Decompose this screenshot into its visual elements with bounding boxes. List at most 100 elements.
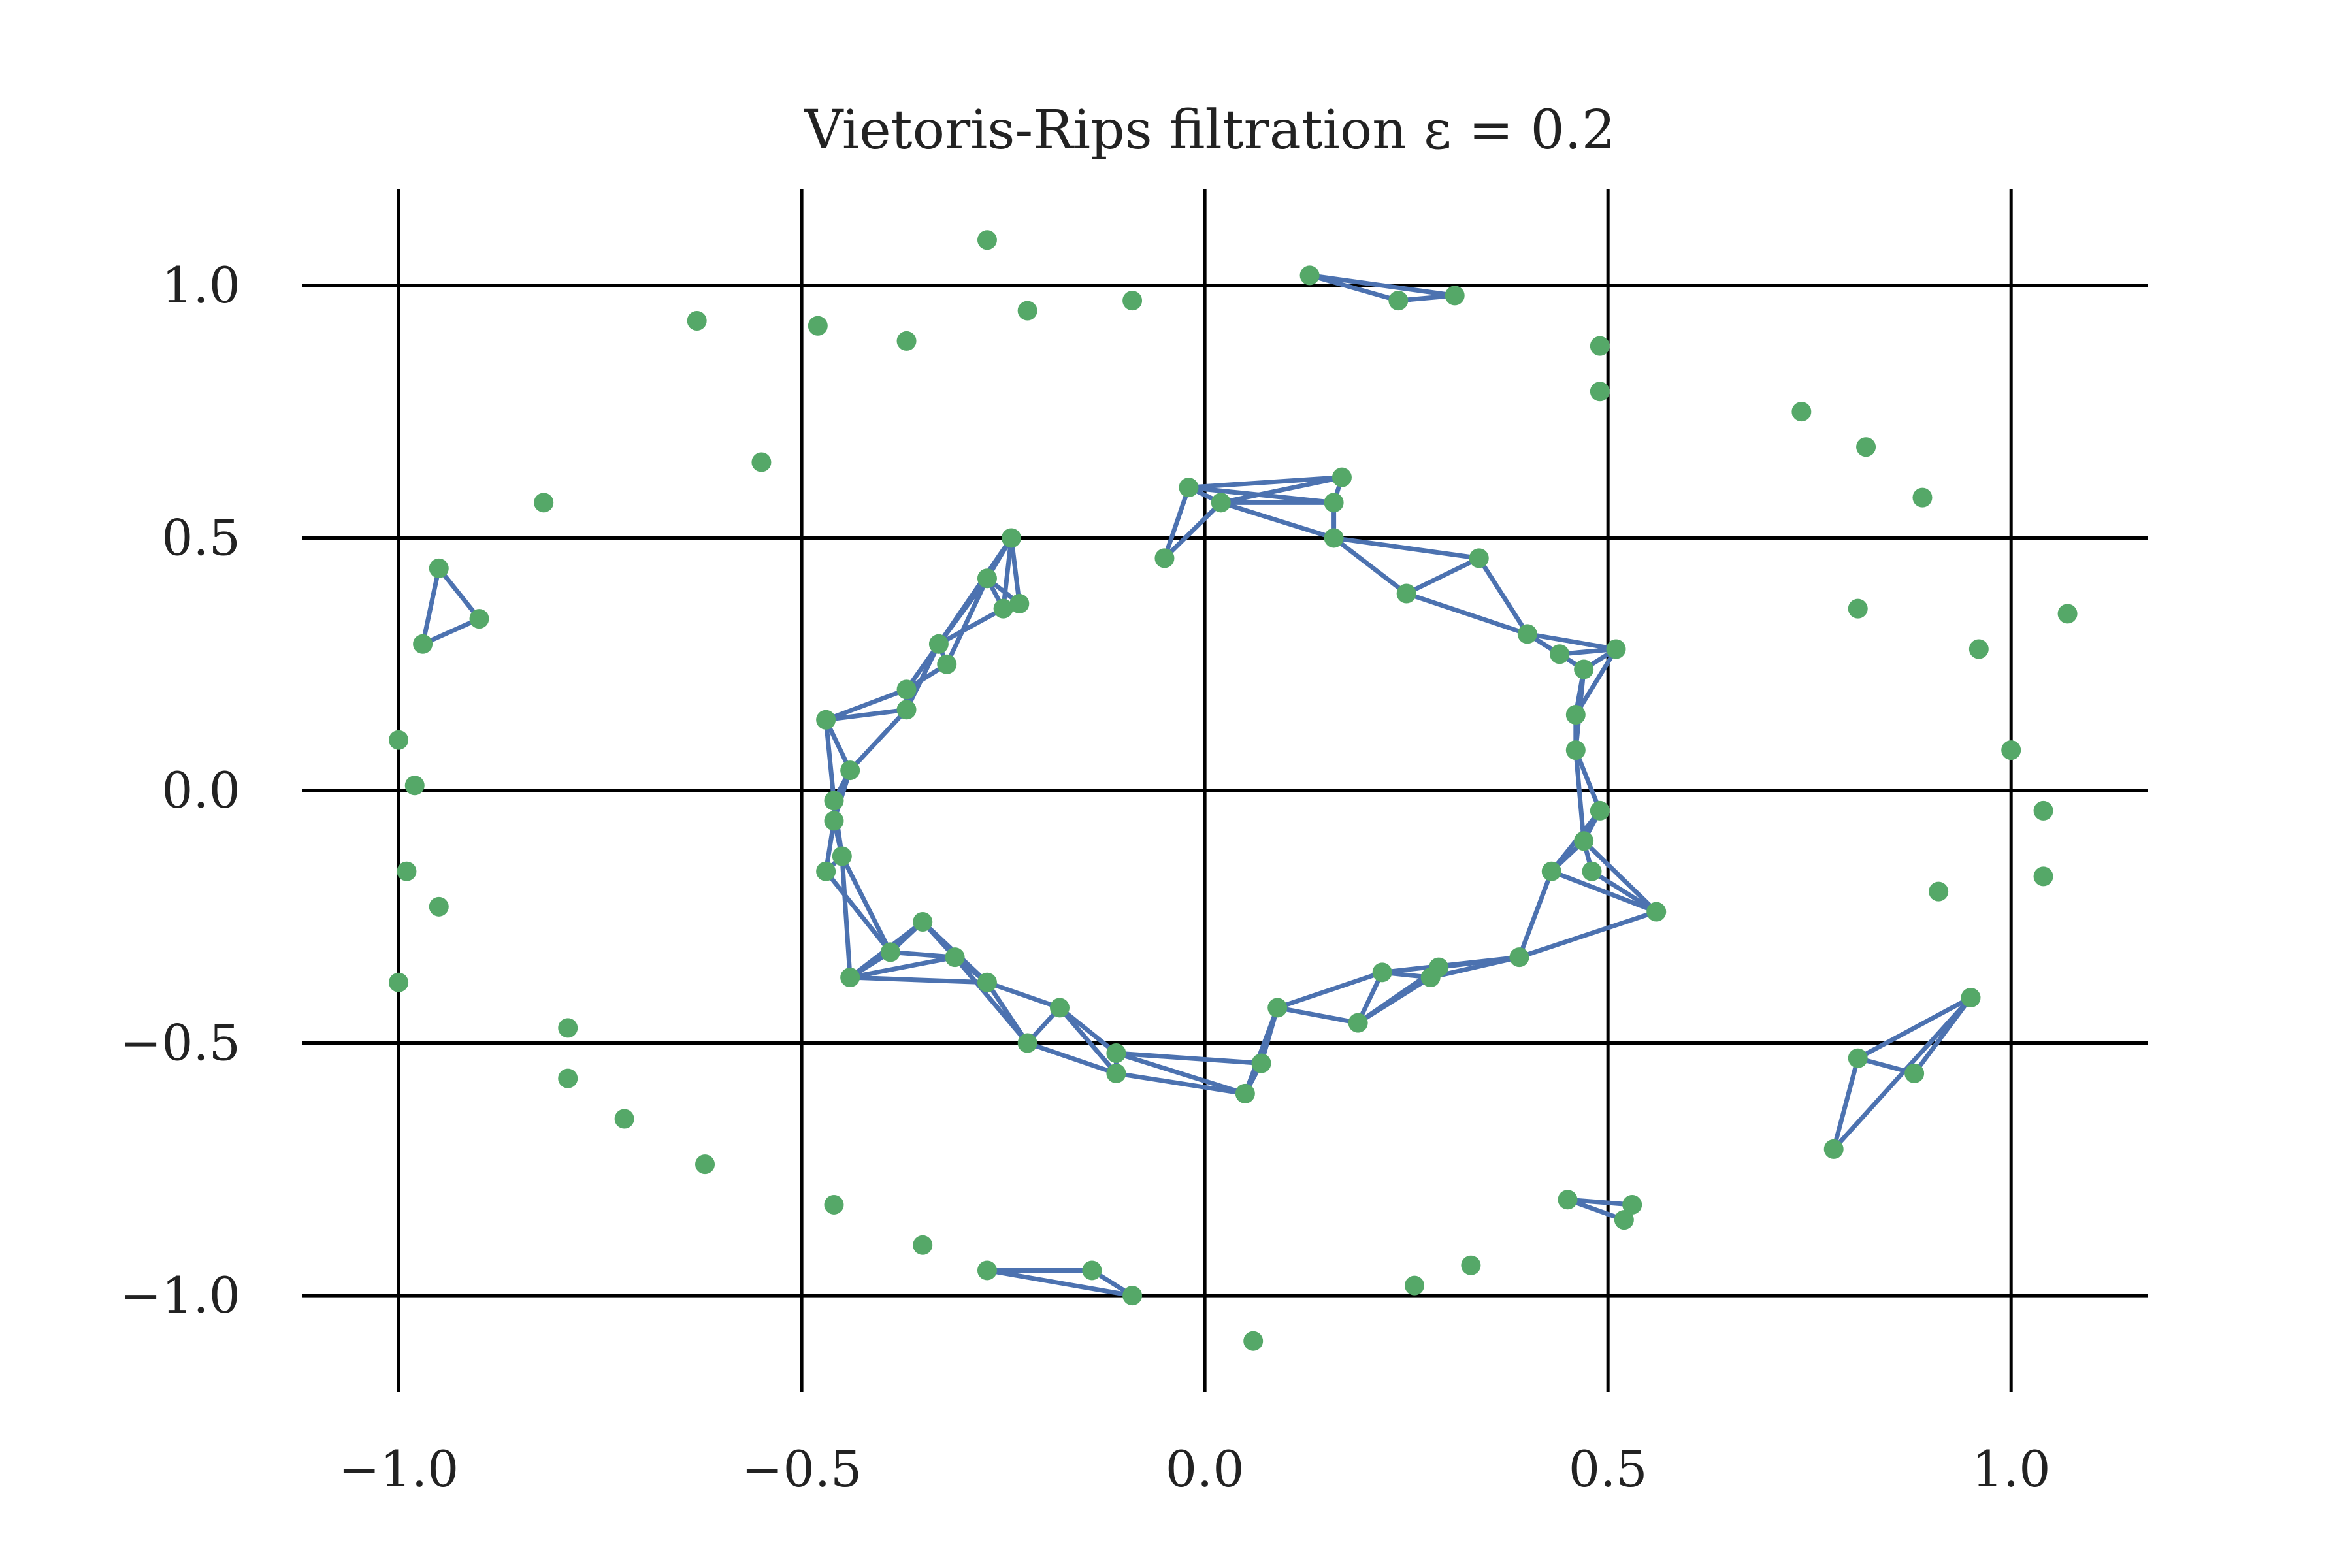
data-point [1299,265,1320,286]
data-point [695,1154,715,1175]
edge [1549,869,1659,915]
edge [1331,535,1482,561]
data-point [389,972,409,992]
data-point [1017,301,1037,321]
data-point [896,700,917,720]
points [389,230,2078,1351]
data-point [1517,624,1537,644]
data-point [1622,1194,1642,1215]
data-point [1420,968,1441,988]
data-point [928,634,949,654]
edge [1025,1041,1119,1076]
data-point [1106,1063,1126,1083]
data-point [1461,1255,1481,1275]
data-point [558,1068,578,1088]
edge [1307,272,1458,298]
edge [840,854,893,955]
data-point [2033,866,2053,887]
data-point [840,968,860,988]
data-point [1582,861,1602,881]
data-point [1848,598,1868,619]
edge [985,1267,1135,1298]
edge [1218,475,1345,505]
data-point [896,331,917,351]
data-point [1122,1286,1143,1306]
chart-title: Vietoris-Rips filtration ε = 0.2 [804,99,1616,161]
data-point [429,896,449,917]
data-point [824,791,844,811]
edge [1113,1051,1264,1066]
edge [1113,1051,1248,1096]
data-point [1469,548,1489,568]
edge [1113,1071,1248,1096]
edge [1477,555,1530,636]
edge [1057,1005,1119,1076]
edge [1525,631,1619,652]
edge [1516,869,1554,960]
data-point [1565,740,1586,760]
edge [823,717,836,803]
data-point [1848,1048,1868,1068]
data-point [429,558,449,578]
data-point [1122,291,1143,311]
data-point [1968,639,1989,659]
data-point [1001,528,1021,548]
data-point [840,760,860,781]
edge [823,687,909,723]
x-tick-label: −0.5 [742,1440,862,1498]
edge [1831,1056,1861,1152]
edge [1404,555,1482,596]
edge [420,616,482,647]
data-point [1235,1083,1255,1103]
edge [823,869,893,955]
data-point [1106,1043,1126,1064]
data-point [832,846,852,866]
data-point [1574,659,1594,679]
data-point [1388,291,1409,311]
data-point [1445,286,1465,306]
edge [1581,838,1659,915]
data-point [1243,1331,1264,1351]
data-point [1856,437,1876,457]
data-point [2033,800,2053,821]
data-point [534,493,554,513]
y-tick-label: −1.0 [120,1266,240,1324]
data-point [1646,902,1667,922]
data-point [913,1235,933,1255]
data-point [816,861,836,881]
edge [847,707,909,773]
data-point [1541,861,1561,881]
edge [936,606,1006,647]
edge [1275,1005,1361,1026]
edge [1009,535,1022,606]
data-point [397,861,417,881]
y-tick-label: 0.5 [161,508,240,566]
data-point [977,972,997,992]
x-tick-label: 0.5 [1569,1440,1648,1498]
data-point [1324,493,1344,513]
edges [420,272,1974,1298]
data-point [2057,604,2078,624]
edge [985,980,1062,1010]
y-tick-label: 0.0 [161,761,240,819]
data-point [977,568,997,589]
data-point [751,452,772,472]
data-point [816,710,836,730]
data-point [1348,1013,1368,1033]
data-point [1396,583,1416,604]
data-point [1823,1139,1844,1159]
data-point [1405,1275,1425,1296]
data-point [1565,705,1586,725]
data-point [880,942,900,962]
data-point [1050,998,1070,1018]
data-point [1372,962,1392,983]
edge [1331,535,1409,596]
data-point [824,811,844,831]
data-point [1791,402,1812,422]
y-tick-label: 1.0 [161,256,240,314]
data-point [1251,1053,1271,1073]
edge [1218,500,1337,540]
edge [420,566,442,647]
data-point [1550,644,1570,664]
data-point [1082,1260,1102,1281]
